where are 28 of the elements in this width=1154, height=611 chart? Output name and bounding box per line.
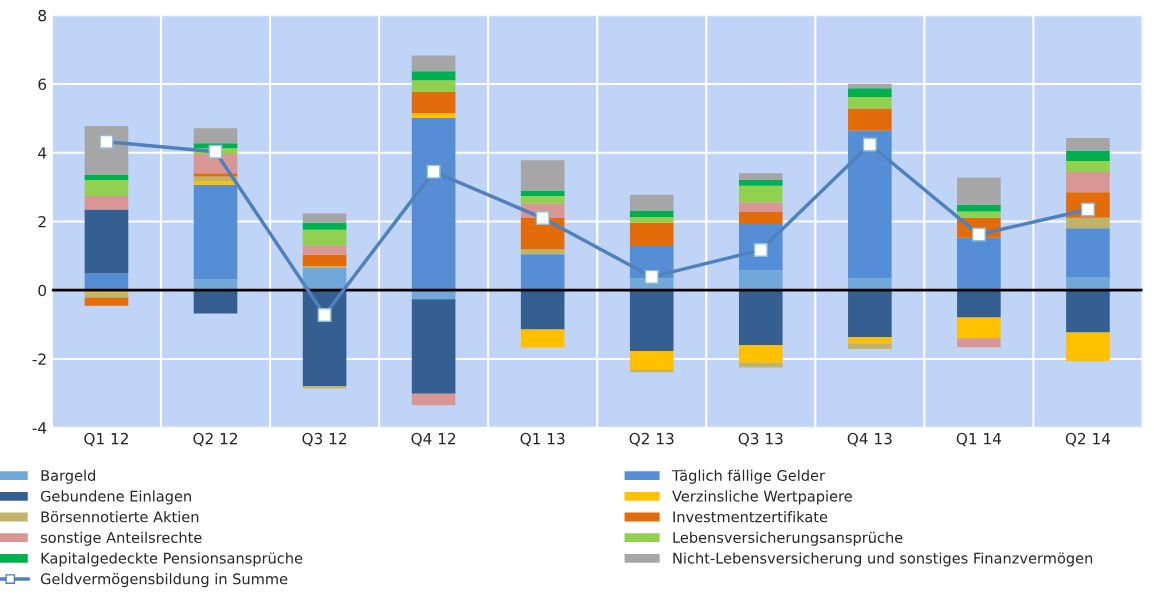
legend-label: Investmentzertifikate — [673, 511, 828, 523]
y-tick-label: 2 — [38, 215, 46, 228]
y-tick-label: 8 — [38, 9, 47, 22]
legend-label: Geldvermögensbildung in Summe — [40, 573, 288, 588]
x-tick-label: Q2 13 — [629, 432, 674, 447]
legend-label: Bargeld — [41, 469, 96, 484]
x-tick-label: Q1 14 — [956, 432, 1002, 447]
legend-label: Verzinsliche Wertpapiere — [672, 490, 852, 505]
x-tick-label: Q3 13 — [738, 432, 783, 447]
x-tick-label: Q2 12 — [193, 432, 237, 447]
y-tick-label: 6 — [38, 78, 47, 91]
legend-label: sonstige Anteilsrechte — [40, 531, 202, 546]
y-tick-label: 4 — [38, 147, 47, 159]
legend-label: Lebensversicherungsansprüche — [673, 531, 903, 546]
y-tick-label: -4 — [32, 422, 47, 434]
x-tick-label: Q3 12 — [302, 432, 347, 447]
y-tick-label: -2 — [32, 353, 46, 365]
legend-label: Täglich fällige Gelder — [671, 469, 826, 484]
legend-label: Gebundene Einlagen — [40, 490, 191, 505]
legend-label: Börsennotierte Aktien — [41, 511, 199, 523]
x-tick-label: Q4 12 — [411, 432, 456, 447]
y-tick-label: 0 — [38, 284, 47, 297]
x-tick-label: Q1 12 — [84, 432, 128, 447]
legend-label: Kapitalgedeckte Pensionsansprüche — [41, 552, 303, 567]
x-tick-label: Q4 13 — [847, 432, 892, 447]
x-tick-label: Q2 14 — [1065, 432, 1111, 447]
x-tick-label: Q1 13 — [520, 432, 565, 447]
legend-label: Nicht-Lebensversicherung und sonstiges Finanzvermögen — [673, 552, 1093, 567]
